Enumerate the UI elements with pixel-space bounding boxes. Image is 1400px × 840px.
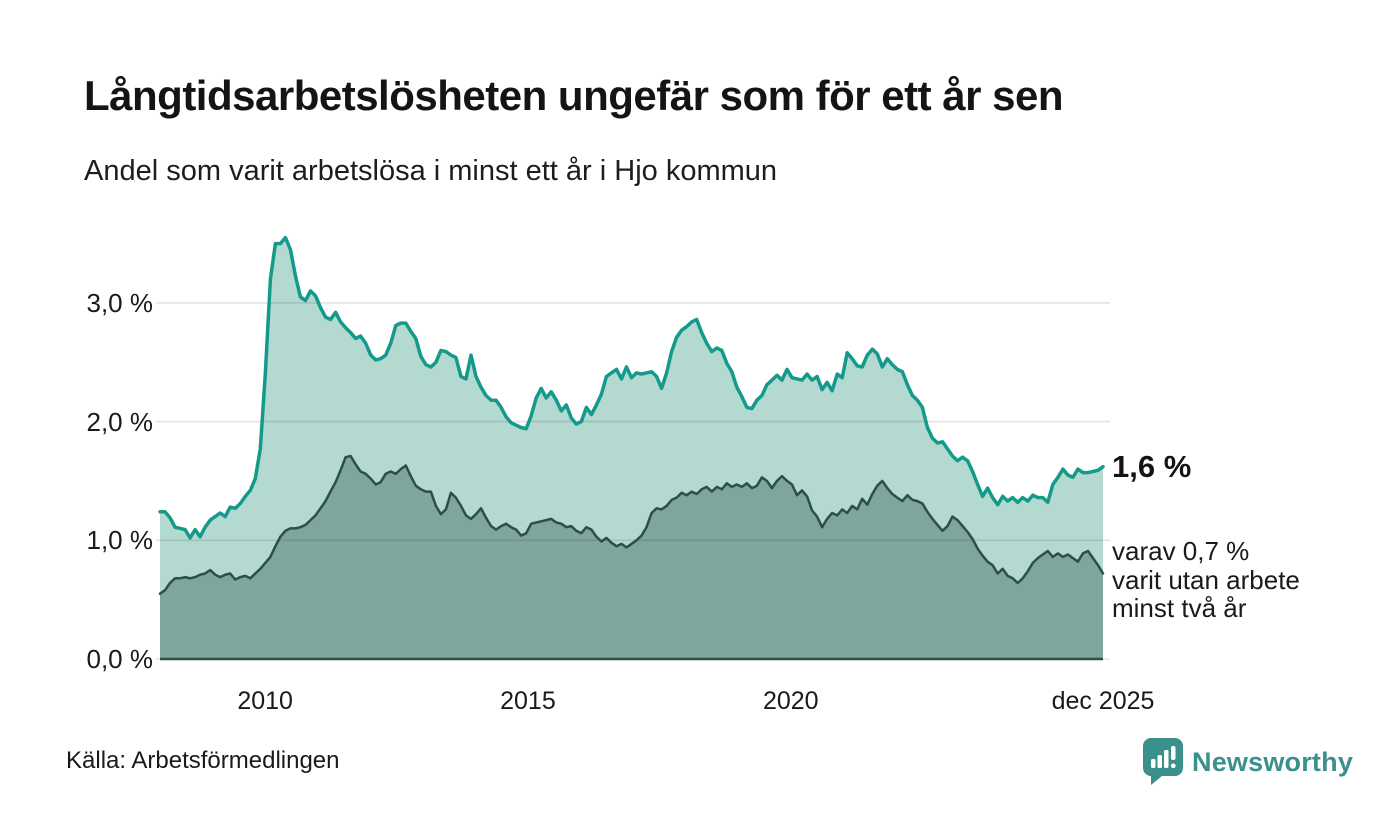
y-tick-0: 0,0 % [40, 644, 153, 674]
x-tick-dec-2025: dec 2025 [1013, 686, 1193, 716]
annotation-line-3: minst två år [1112, 594, 1300, 623]
latest-value-label: 1,6 % [1112, 449, 1191, 485]
logo-bar-medium [1158, 755, 1163, 768]
logo-exclamation-bar [1171, 746, 1176, 760]
infographic-card: Långtidsarbetslösheten ungefär som för e… [0, 0, 1400, 840]
logo-exclamation-dot [1171, 764, 1176, 769]
y-tick-2: 2,0 % [40, 407, 153, 437]
annotation-line-2: varit utan arbete [1112, 566, 1300, 595]
newsworthy-logo-icon [1143, 738, 1183, 786]
newsworthy-logo-text: Newsworthy [1192, 747, 1353, 778]
x-tick-2010: 2010 [175, 686, 355, 716]
x-tick-2020: 2020 [701, 686, 881, 716]
sub-series-annotation: varav 0,7 % varit utan arbete minst två … [1112, 537, 1300, 623]
logo-bar-large [1164, 750, 1169, 768]
source-credit: Källa: Arbetsförmedlingen [66, 747, 340, 775]
newsworthy-logo: Newsworthy [1143, 738, 1353, 786]
y-tick-1: 1,0 % [40, 525, 153, 555]
x-tick-2015: 2015 [438, 686, 618, 716]
logo-bar-small [1151, 759, 1156, 768]
annotation-line-1: varav 0,7 % [1112, 537, 1300, 566]
y-tick-3: 3,0 % [40, 288, 153, 318]
